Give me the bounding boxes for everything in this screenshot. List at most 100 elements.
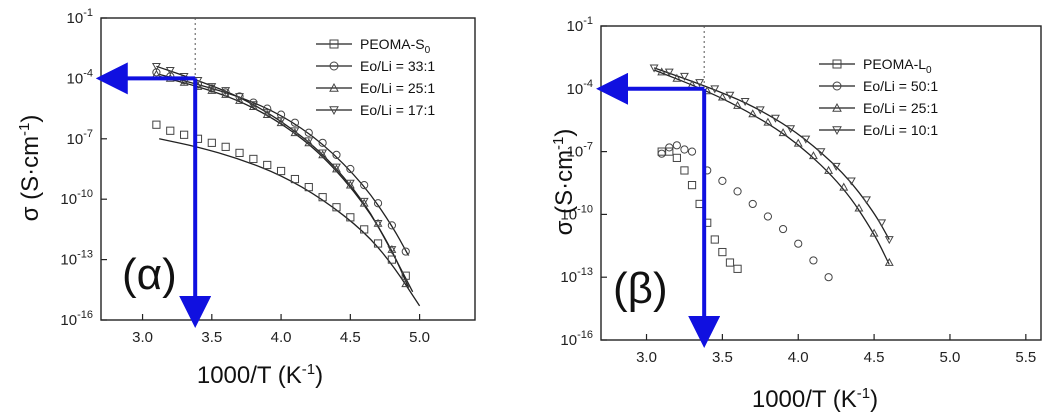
data-point (235, 93, 244, 102)
legend-marker (329, 106, 339, 116)
y-tick-label: 10-16 (60, 309, 93, 329)
data-point (839, 182, 849, 191)
data-point (809, 256, 818, 265)
data-point (831, 162, 841, 171)
fit-lines (653, 67, 890, 265)
data-point (332, 163, 341, 172)
legend-marker (329, 61, 339, 71)
data-point (884, 257, 894, 266)
data-point (304, 137, 314, 146)
data-point (332, 203, 341, 212)
data-point (816, 148, 826, 157)
data-point (877, 219, 887, 228)
data-point (360, 181, 369, 190)
data-point (373, 219, 383, 228)
data-point (207, 84, 216, 93)
legend-label: Eo/Li = 17:1 (360, 102, 435, 118)
data-point (665, 143, 674, 152)
y-tick-label: 10-16 (560, 329, 593, 349)
data-point (318, 193, 327, 202)
y-tick-label: 10-10 (60, 188, 93, 208)
x-tick-label: 5.0 (940, 349, 961, 366)
data-point (733, 187, 742, 196)
data-point (824, 273, 833, 282)
data-point (180, 130, 189, 139)
data-point (359, 198, 369, 207)
data-point (884, 236, 894, 245)
legend-label: Eo/Li = 25:1 (863, 100, 938, 116)
data-point (221, 87, 231, 96)
data-point (725, 91, 735, 100)
legend-marker (329, 39, 339, 49)
y-tick-label: 10-7 (67, 128, 93, 148)
data-point (304, 183, 313, 192)
data-point (262, 110, 272, 119)
data-point (360, 225, 369, 234)
x-tick-label: 3.5 (201, 329, 222, 346)
data-point (207, 85, 217, 94)
data-point (869, 228, 879, 237)
data-point (733, 100, 743, 109)
data-point (263, 104, 272, 113)
data-point (808, 151, 818, 160)
data-point (763, 212, 772, 221)
data-point (345, 179, 355, 188)
y-ticks: 10-16 10-13 10-10 10-7 10-4 10-1 (560, 15, 607, 349)
data-point (304, 128, 313, 137)
data-point (207, 83, 217, 92)
data-point (717, 92, 727, 101)
data-point (387, 221, 396, 230)
data-point (687, 180, 697, 190)
x-tick-label: 3.5 (712, 349, 733, 366)
data-point (824, 165, 834, 174)
data-point (672, 73, 682, 82)
data-point (359, 197, 369, 206)
data-point (276, 166, 286, 176)
legend-label: Eo/Li = 50:1 (863, 78, 938, 94)
x-axis-label: 1000/T (K-1) (197, 361, 323, 389)
data-point (248, 101, 258, 110)
data-point (846, 177, 856, 186)
x-tick-label: 4.5 (864, 349, 885, 366)
chart-panel-beta: 3.0 3.5 4.0 4.5 5.0 5.5 10-1610-1310-1010-710… (550, 15, 1042, 413)
data-point (221, 89, 231, 98)
data-point (346, 213, 355, 222)
data-point (332, 150, 341, 160)
data-point (748, 199, 757, 209)
y-tick-label: 10-13 (60, 249, 93, 269)
legend: PEOMA-S0 Eo/Li = 33:1 Eo/Li = 25:1 Eo/Li = … (316, 36, 435, 118)
x-ticks: 3.0 3.5 4.0 4.5 5.0 5.5 (636, 334, 1036, 366)
data-point (221, 88, 230, 97)
data-point (695, 199, 704, 209)
legend-label: Eo/Li = 10:1 (863, 122, 938, 138)
data-point (166, 126, 175, 135)
legend-marker (329, 82, 339, 92)
data-point (680, 166, 689, 175)
data-point (710, 85, 720, 94)
data-point (665, 147, 674, 156)
data-point (854, 203, 864, 212)
legend-marker (832, 102, 842, 112)
data-point (318, 149, 328, 158)
data-point (680, 145, 689, 154)
data-point (387, 246, 397, 255)
data-point (687, 147, 697, 156)
legend-label: PEOMA-S0 (360, 36, 431, 56)
annotations (95, 18, 212, 328)
data-point (862, 196, 871, 205)
data-point (151, 62, 161, 71)
x-tick-label: 3.0 (132, 329, 153, 346)
data-point (304, 138, 314, 147)
data-point (695, 79, 705, 88)
data-point (401, 279, 411, 288)
fit-line (159, 73, 410, 256)
data-point (276, 117, 286, 126)
data-point (346, 164, 355, 174)
x-axis-label: 1000/T (K-1) (752, 385, 878, 413)
legend-label: Eo/Li = 25:1 (360, 80, 435, 96)
x-tick-label: 4.0 (271, 329, 292, 346)
x-tick-label: 4.0 (788, 349, 809, 366)
data-point (207, 138, 216, 147)
y-tick-label: 10-4 (567, 78, 593, 98)
